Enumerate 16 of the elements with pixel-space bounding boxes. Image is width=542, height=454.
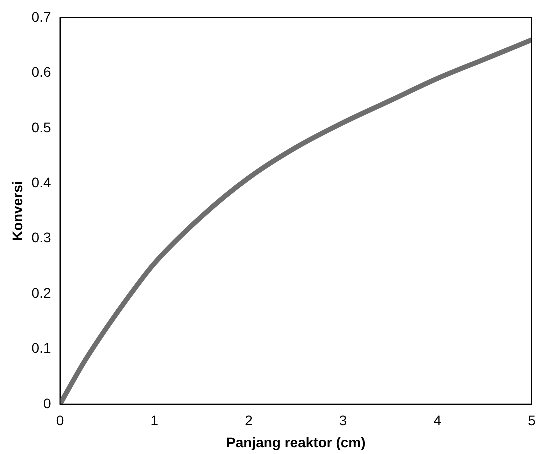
y-tick-label: 0.1 bbox=[32, 340, 52, 356]
x-axis-title: Panjang reaktor (cm) bbox=[226, 434, 366, 450]
x-tick-label: 2 bbox=[245, 412, 254, 429]
x-tick-label: 3 bbox=[339, 412, 348, 429]
y-tick-label: 0 bbox=[43, 395, 52, 412]
x-tick-label: 5 bbox=[528, 412, 536, 429]
x-tick-label: 4 bbox=[434, 412, 442, 429]
y-tick-label: 0.3 bbox=[32, 230, 52, 246]
y-tick-label: 0.4 bbox=[32, 174, 52, 190]
x-tick-label: 1 bbox=[150, 412, 159, 429]
y-axis-title: Konversi bbox=[9, 181, 26, 242]
y-tick-label: 0.7 bbox=[32, 8, 52, 25]
y-tick-label: 0.5 bbox=[32, 119, 52, 136]
y-tick-label: 0.2 bbox=[32, 284, 52, 301]
x-tick-label: 0 bbox=[56, 412, 64, 429]
y-tick-label: 0.6 bbox=[32, 64, 52, 80]
